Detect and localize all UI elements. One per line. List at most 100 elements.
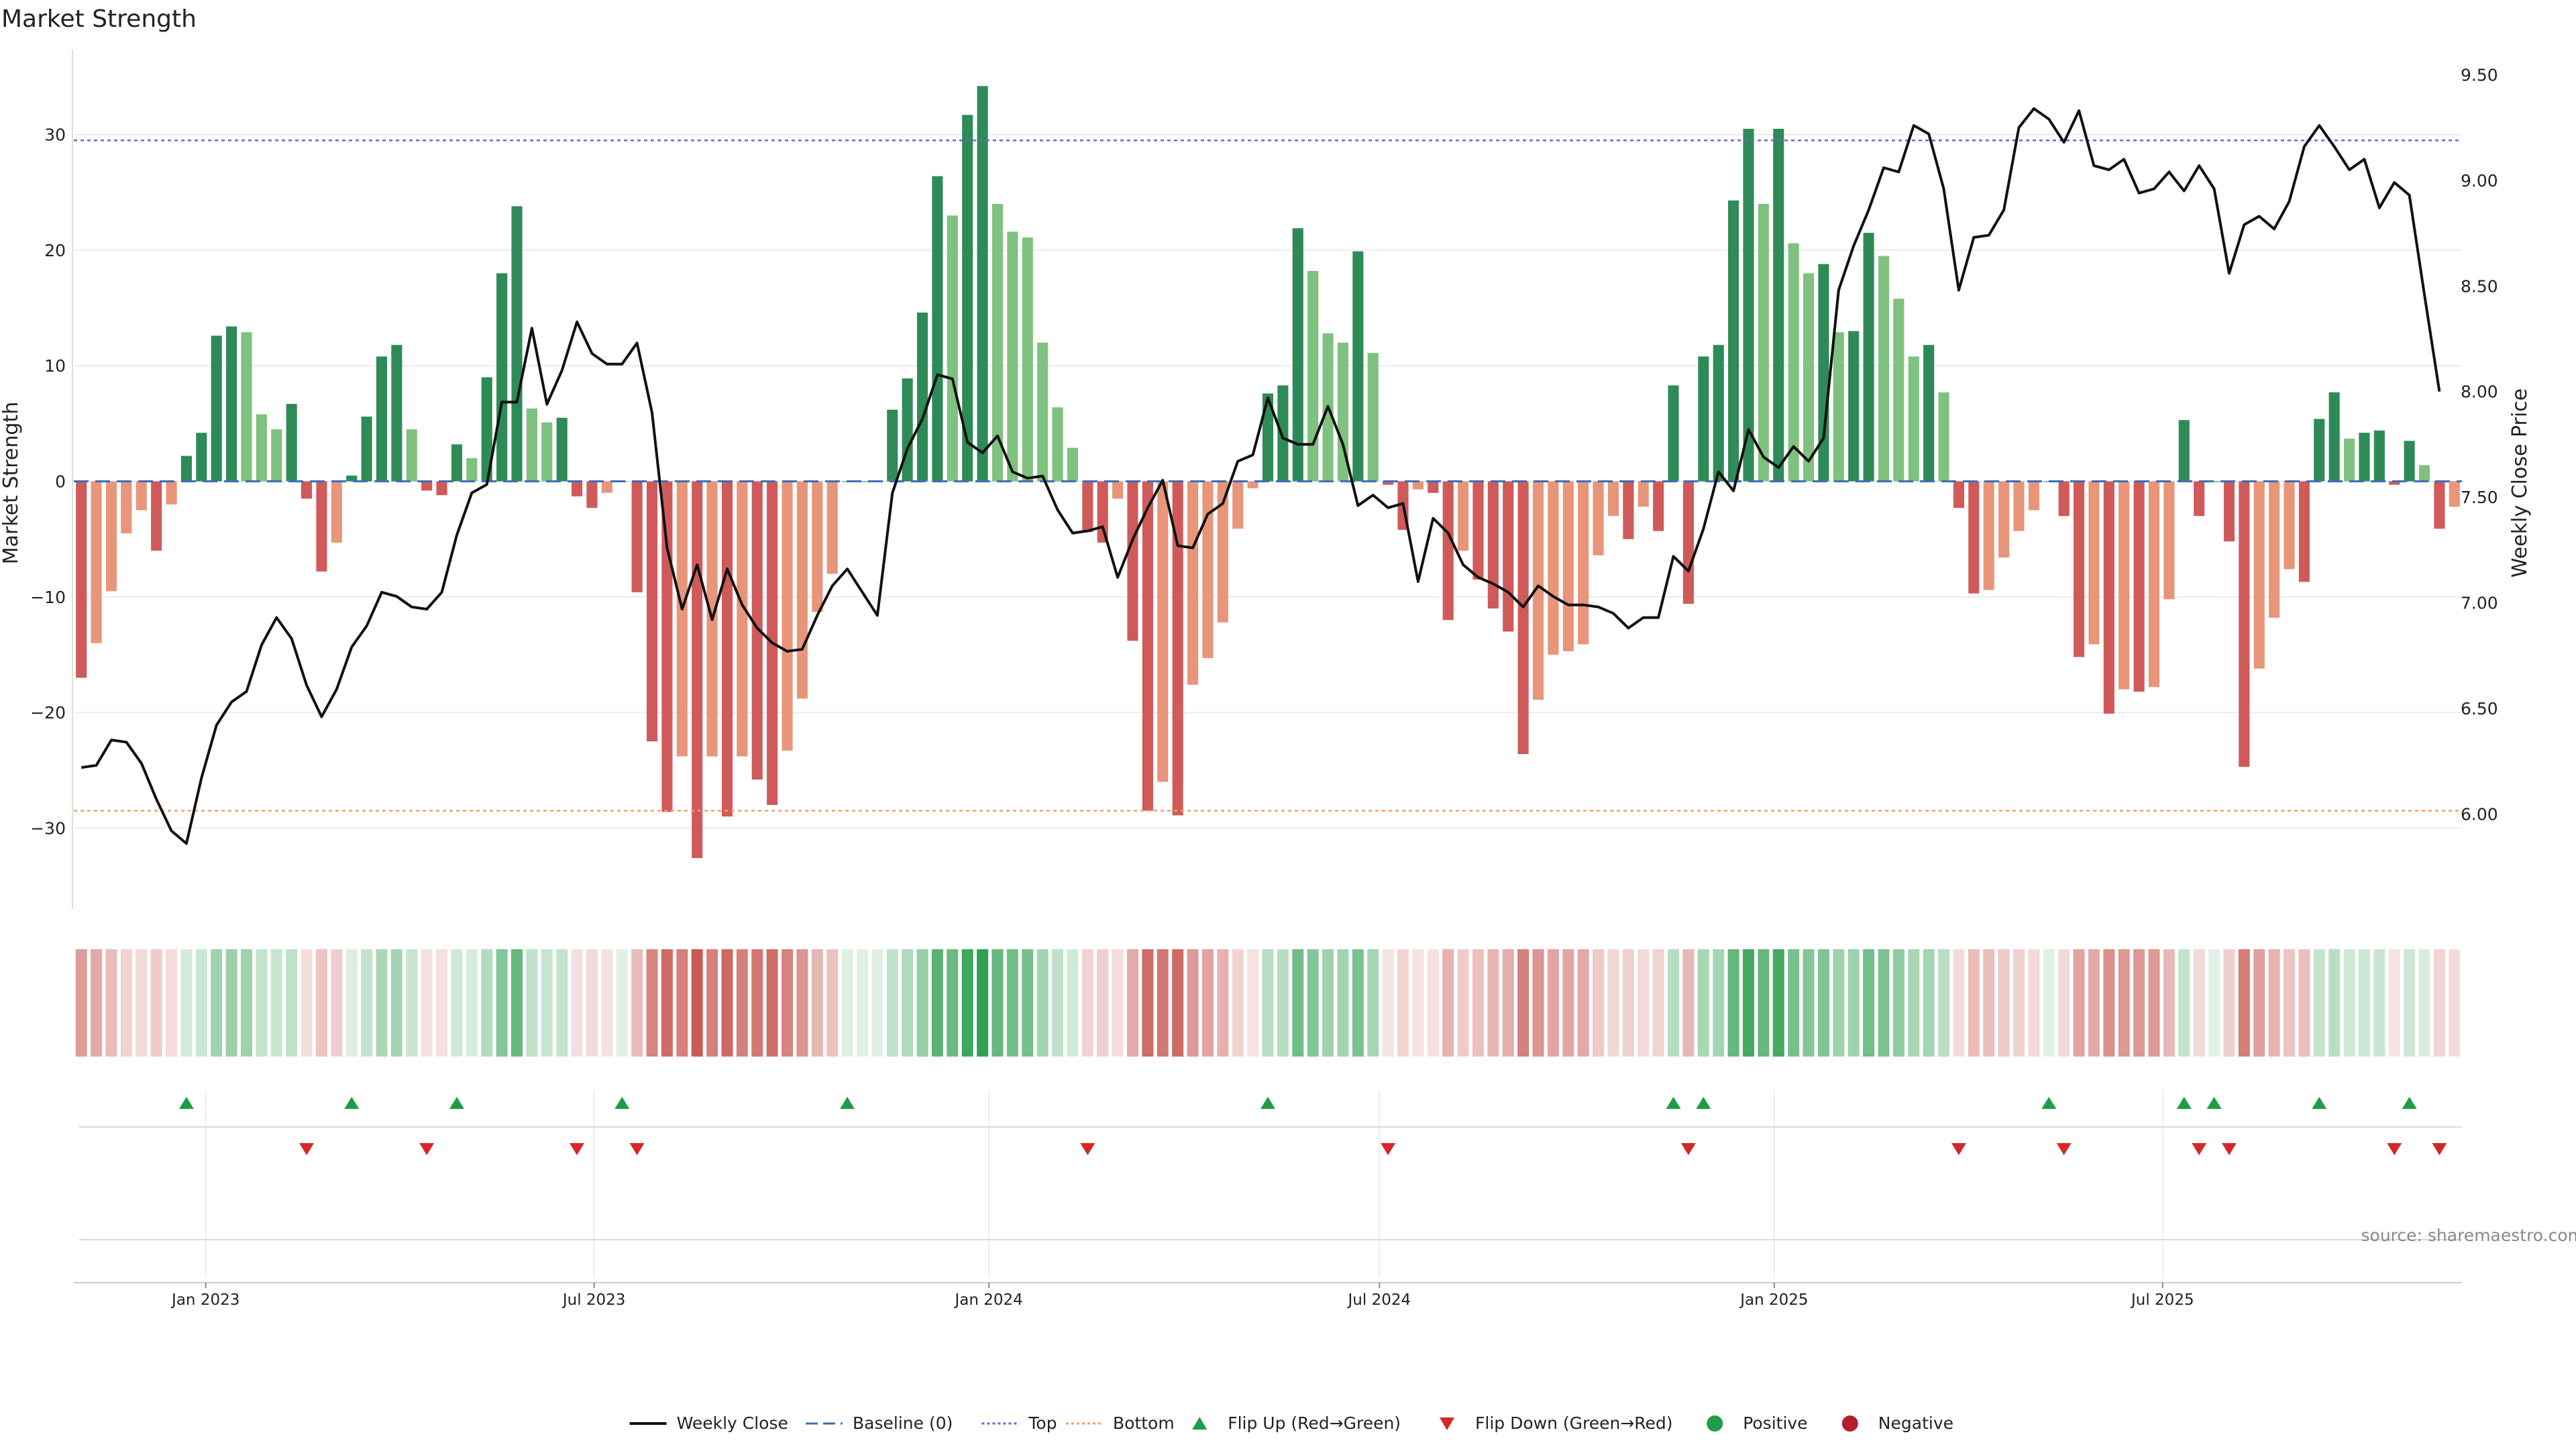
heat-cell	[2433, 949, 2445, 1057]
heat-cell	[616, 949, 628, 1057]
flip-markers-panel	[79, 1090, 2462, 1278]
heat-cell	[751, 949, 763, 1057]
flip-down-marker	[1680, 1143, 1696, 1155]
heat-cell	[1112, 949, 1124, 1057]
strength-bar	[2178, 420, 2190, 482]
strength-bar	[1938, 392, 1949, 482]
strength-bar	[1202, 481, 1214, 659]
chart-title: Market Strength	[1, 5, 197, 33]
strength-bar	[1517, 481, 1529, 755]
heat-cell	[240, 949, 252, 1057]
heat-cell	[541, 949, 553, 1057]
strength-bar	[376, 356, 388, 482]
strength-bar	[136, 481, 147, 511]
heat-cell	[1547, 949, 1559, 1057]
strength-bar	[1532, 481, 1544, 700]
y-tick-label: 10	[44, 356, 66, 376]
strength-bar	[451, 444, 463, 482]
strength-bar	[76, 481, 87, 678]
heat-cell	[556, 949, 568, 1057]
strength-bar	[1292, 228, 1303, 482]
y-tick-label: −20	[30, 703, 66, 722]
strength-bar	[2013, 481, 2025, 531]
flip-down-marker	[1080, 1143, 1095, 1155]
flip-down-marker	[629, 1143, 645, 1155]
flip-up-marker	[2176, 1097, 2192, 1109]
strength-bar	[2314, 419, 2325, 482]
y2-tick-label: 6.00	[2461, 804, 2498, 824]
strength-bar	[977, 86, 988, 482]
legend-label: Flip Down (Green→Red)	[1475, 1413, 1673, 1433]
heat-cell	[1472, 949, 1484, 1057]
strength-bar	[2328, 392, 2340, 482]
legend-item-bottom: Bottom	[1066, 1413, 1175, 1433]
heat-cell	[977, 949, 989, 1057]
strength-bar	[166, 481, 177, 504]
y2-tick-label: 9.00	[2461, 171, 2498, 191]
strength-bar	[1803, 273, 1815, 482]
heat-cell	[1652, 949, 1664, 1057]
heat-cell	[2118, 949, 2130, 1057]
strength-bar	[1472, 481, 1484, 580]
heat-cell	[1081, 949, 1093, 1057]
heat-cell	[75, 949, 87, 1057]
y-tick-label: 0	[55, 472, 66, 492]
legend-item-positive: Positive	[1707, 1413, 1808, 1433]
strength-bar	[481, 377, 492, 482]
strength-bar	[902, 378, 913, 482]
strength-bar	[286, 404, 297, 482]
heat-cell	[721, 949, 733, 1057]
heat-cell	[2373, 949, 2385, 1057]
strength-bar	[1367, 353, 1379, 482]
x-axis: Jan 2023 Jul 2023 Jan 2024 Jul 2024 Jan 2025…	[74, 1282, 2462, 1309]
heat-cell	[376, 949, 388, 1057]
strength-bar	[572, 481, 583, 496]
strength-bar	[1067, 447, 1078, 482]
heat-cell	[1262, 949, 1274, 1057]
flip-up-marker	[2206, 1097, 2222, 1109]
heat-cell	[2178, 949, 2190, 1057]
heat-cell	[1772, 949, 1784, 1057]
strength-bar	[1217, 481, 1228, 623]
heat-cell	[1892, 949, 1904, 1057]
strength-bar	[1863, 233, 1874, 482]
heat-cell	[466, 949, 478, 1057]
heat-cell	[1758, 949, 1770, 1057]
strength-bar	[1562, 481, 1574, 651]
flip-down-marker	[299, 1143, 315, 1155]
strength-bar	[2058, 481, 2070, 517]
strength-bar	[1412, 481, 1424, 490]
strength-bar	[1127, 481, 1138, 641]
heat-cell	[2284, 949, 2296, 1057]
strength-bar	[496, 273, 508, 482]
heat-cell	[886, 949, 898, 1057]
strength-bar	[121, 481, 132, 534]
strength-bar	[2418, 465, 2430, 482]
flip-down-marker	[2387, 1143, 2402, 1155]
flip-up-marker	[344, 1097, 360, 1109]
strength-bar	[2239, 481, 2250, 767]
strength-bar	[406, 429, 417, 482]
heat-cell	[496, 949, 508, 1057]
heat-cell	[2028, 949, 2040, 1057]
heat-cell	[1817, 949, 1829, 1057]
heat-cell	[2449, 949, 2461, 1057]
x-tick-label: Jul 2025	[2130, 1291, 2194, 1309]
x-tick-label: Jul 2023	[561, 1291, 626, 1309]
heat-cell	[1352, 949, 1364, 1057]
strength-bar	[1428, 481, 1439, 493]
heat-cell	[256, 949, 268, 1057]
heat-cell	[1622, 949, 1634, 1057]
heat-cell	[947, 949, 959, 1057]
strength-bar	[676, 481, 688, 757]
strength-bar	[2373, 430, 2385, 482]
heat-cell	[390, 949, 402, 1057]
strength-bar	[721, 481, 733, 817]
strength-bar	[2223, 481, 2235, 542]
strength-bar	[1788, 243, 1799, 482]
heat-cell	[2268, 949, 2280, 1057]
heat-cell	[1442, 949, 1454, 1057]
strength-bar	[1578, 481, 1589, 645]
heat-cell	[2103, 949, 2115, 1057]
strength-bar	[1743, 128, 1754, 482]
